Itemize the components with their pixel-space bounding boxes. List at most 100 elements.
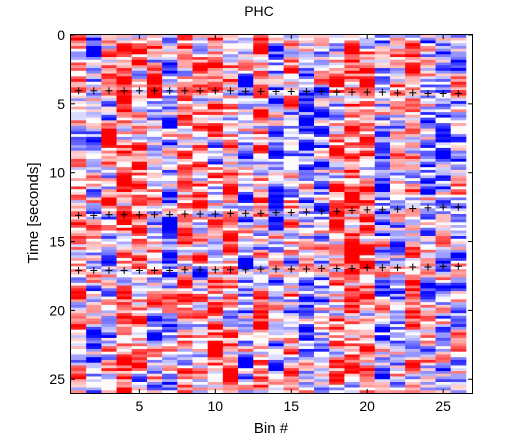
- heatmap-cell: [344, 194, 360, 198]
- heatmap-cell: [192, 357, 209, 361]
- plus-marker: [318, 87, 326, 95]
- heatmap-cell: [389, 150, 406, 154]
- heatmap-cell: [435, 277, 452, 281]
- heatmap-cell: [177, 230, 193, 234]
- heatmap-cell: [420, 307, 436, 311]
- heatmap-cell: [131, 335, 148, 339]
- heatmap-cell: [314, 340, 330, 344]
- heatmap-cell: [177, 340, 193, 344]
- heatmap-cell: [86, 59, 102, 63]
- heatmap-cell: [101, 310, 117, 314]
- plus-marker: [242, 209, 250, 217]
- heatmap-cell: [222, 359, 239, 364]
- heatmap-cell: [162, 293, 178, 298]
- heatmap-cell: [101, 169, 117, 174]
- heatmap-cell: [207, 282, 224, 286]
- heatmap-cell: [238, 307, 254, 311]
- heatmap-cell: [420, 158, 436, 163]
- heatmap-cell: [405, 390, 421, 394]
- heatmap-cell: [344, 233, 360, 237]
- heatmap-cell: [329, 109, 345, 113]
- heatmap-cell: [177, 335, 193, 339]
- heatmap-cell: [268, 178, 285, 182]
- heatmap-cell: [435, 335, 452, 339]
- heatmap-cell: [420, 373, 436, 377]
- heatmap-cell: [344, 79, 360, 83]
- heatmap-cell: [298, 318, 315, 322]
- heatmap-cell: [222, 158, 239, 163]
- heatmap-cell: [131, 288, 148, 292]
- heatmap-cell: [86, 145, 102, 149]
- heatmap-cell: [253, 101, 269, 105]
- heatmap-cell: [435, 120, 452, 124]
- heatmap-cell: [207, 70, 224, 74]
- heatmap-cell: [344, 381, 360, 386]
- heatmap-cell: [192, 62, 209, 66]
- heatmap-cell: [298, 145, 315, 149]
- heatmap-cell: [359, 46, 376, 50]
- heatmap-cell: [253, 156, 269, 160]
- heatmap-cell: [101, 37, 117, 41]
- heatmap-cell: [207, 343, 224, 347]
- heatmap-cell: [177, 307, 193, 311]
- heatmap-cell: [177, 310, 193, 314]
- heatmap-cell: [238, 219, 254, 223]
- heatmap-cell: [192, 219, 209, 223]
- heatmap-cell: [101, 337, 117, 342]
- heatmap-cell: [207, 247, 224, 251]
- heatmap-cell: [283, 357, 300, 361]
- heatmap-cell: [162, 315, 178, 320]
- heatmap-cell: [131, 313, 148, 317]
- heatmap-cell: [435, 274, 452, 278]
- heatmap-cell: [329, 106, 345, 110]
- heatmap-cell: [162, 202, 178, 207]
- heatmap-cell: [146, 106, 163, 110]
- heatmap-cell: [222, 164, 239, 168]
- heatmap-cell: [268, 343, 285, 347]
- heatmap-cell: [207, 147, 224, 152]
- heatmap-cell: [86, 343, 102, 347]
- heatmap-cell: [450, 136, 467, 141]
- heatmap-cell: [344, 214, 360, 218]
- heatmap-cell: [71, 178, 87, 182]
- heatmap-cell: [192, 128, 209, 132]
- heatmap-cell: [298, 277, 315, 281]
- heatmap-cell: [435, 299, 452, 303]
- heatmap-cell: [374, 348, 391, 353]
- heatmap-cell: [71, 362, 87, 366]
- heatmap-cell: [329, 197, 345, 201]
- heatmap-cell: [435, 147, 452, 152]
- heatmap-cell: [268, 362, 285, 366]
- heatmap-cell: [329, 180, 345, 185]
- heatmap-cell: [207, 354, 224, 358]
- heatmap-cell: [298, 296, 315, 300]
- heatmap-cell: [192, 299, 209, 303]
- heatmap-cell: [238, 175, 254, 179]
- heatmap-cell: [435, 59, 452, 63]
- heatmap-cell: [116, 186, 133, 190]
- heatmap-cell: [435, 62, 452, 66]
- heatmap-cell: [450, 304, 467, 309]
- heatmap-cell: [238, 362, 254, 366]
- heatmap-cell: [86, 376, 102, 380]
- heatmap-cell: [101, 332, 117, 336]
- heatmap-cell: [238, 150, 254, 154]
- heatmap-cell: [207, 40, 224, 44]
- heatmap-cell: [283, 197, 300, 201]
- heatmap-cell: [238, 351, 254, 355]
- heatmap-cell: [374, 299, 391, 303]
- heatmap-cell: [131, 365, 148, 369]
- chart-title: PHC: [244, 3, 274, 19]
- heatmap-cell: [207, 194, 224, 198]
- heatmap-cell: [268, 139, 285, 143]
- heatmap-cell: [298, 249, 315, 253]
- heatmap-cell: [374, 191, 391, 196]
- heatmap-cell: [162, 255, 178, 259]
- heatmap-cell: [283, 205, 300, 209]
- heatmap-cell: [71, 194, 87, 198]
- heatmap-cell: [329, 189, 345, 193]
- heatmap-cell: [253, 183, 269, 187]
- heatmap-cell: [253, 178, 269, 182]
- heatmap-cell: [298, 271, 315, 275]
- heatmap-cell: [344, 57, 360, 61]
